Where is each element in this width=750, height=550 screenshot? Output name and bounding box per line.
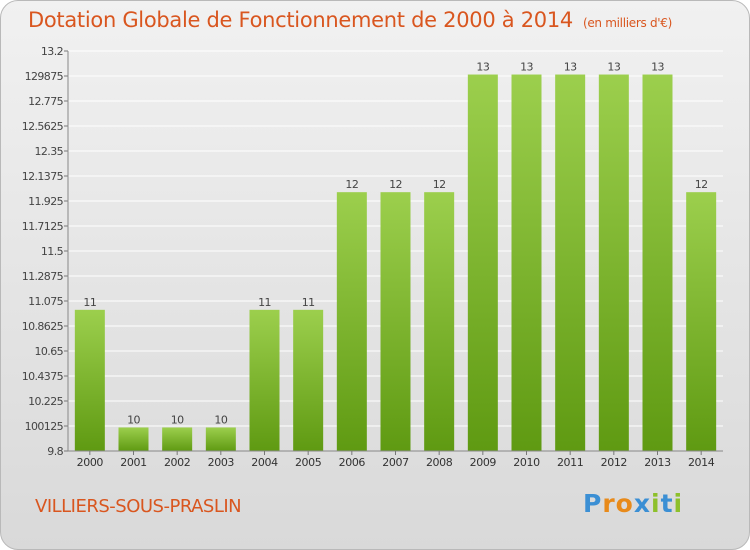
y-tick-label: 11.075 bbox=[28, 295, 63, 308]
y-tick-label: 9.8 bbox=[47, 445, 63, 458]
bar-2014 bbox=[686, 192, 717, 452]
data-label-2005: 11 bbox=[302, 296, 315, 309]
commune-name: VILLIERS-SOUS-PRASLIN bbox=[35, 496, 242, 517]
bar-2007 bbox=[380, 192, 411, 452]
data-label-2002: 10 bbox=[171, 413, 184, 426]
bar-2012 bbox=[598, 74, 629, 451]
chart-title: Dotation Globale de Fonctionnement de 20… bbox=[28, 8, 672, 32]
y-tick-label: 12.5625 bbox=[22, 120, 64, 133]
x-tick-label-2008: 2008 bbox=[426, 456, 453, 469]
x-tick-label-2005: 2005 bbox=[295, 456, 322, 469]
y-tick-label: 11.7125 bbox=[22, 220, 64, 233]
bar-2001 bbox=[118, 427, 149, 451]
bar-2000 bbox=[74, 309, 105, 451]
y-tick-label: 10.4375 bbox=[22, 370, 64, 383]
data-label-2014: 12 bbox=[695, 178, 708, 191]
x-tick-label-2010: 2010 bbox=[513, 456, 540, 469]
proxiti-logo: Proxiti bbox=[583, 489, 684, 518]
bar-2009 bbox=[467, 74, 498, 451]
x-tick-label-2004: 2004 bbox=[251, 456, 278, 469]
y-tick-label: 10.8625 bbox=[22, 320, 64, 333]
data-label-2000: 11 bbox=[83, 296, 96, 309]
x-tick-label-2012: 2012 bbox=[601, 456, 627, 469]
x-tick-label-2006: 2006 bbox=[339, 456, 366, 469]
bar-2002 bbox=[162, 427, 193, 451]
bar-2005 bbox=[293, 309, 324, 451]
y-tick-label: 13.2 bbox=[41, 45, 63, 58]
data-label-2011: 13 bbox=[564, 61, 577, 74]
bar-2013 bbox=[642, 74, 673, 451]
y-tick-label: 12.35 bbox=[35, 145, 64, 158]
data-label-2008: 12 bbox=[433, 178, 446, 191]
bar-2010 bbox=[511, 74, 542, 451]
data-label-2010: 13 bbox=[520, 61, 533, 74]
data-label-2012: 13 bbox=[607, 61, 620, 74]
y-tick-label: 11.5 bbox=[41, 245, 64, 258]
x-tick-label-2003: 2003 bbox=[208, 456, 235, 469]
bar-2003 bbox=[205, 427, 236, 451]
bar-2008 bbox=[424, 192, 455, 452]
x-tick-label-2002: 2002 bbox=[164, 456, 190, 469]
x-tick-label-2001: 2001 bbox=[120, 456, 146, 469]
y-tick-label: 10.65 bbox=[35, 345, 64, 358]
x-tick-label-2007: 2007 bbox=[382, 456, 409, 469]
y-tick-label: 10.225 bbox=[28, 395, 63, 408]
x-tick-label-2013: 2013 bbox=[644, 456, 671, 469]
bar-2006 bbox=[336, 192, 367, 452]
data-label-2009: 13 bbox=[476, 61, 489, 74]
chart-title-text: Dotation Globale de Fonctionnement de 20… bbox=[28, 8, 573, 32]
y-tick-label: 129875 bbox=[25, 70, 64, 83]
x-tick-label-2009: 2009 bbox=[470, 456, 497, 469]
y-tick-label: 100125 bbox=[25, 420, 64, 433]
x-tick-label-2000: 2000 bbox=[77, 456, 104, 469]
data-label-2006: 12 bbox=[345, 178, 358, 191]
data-label-2001: 10 bbox=[127, 413, 140, 426]
y-tick-label: 12.1375 bbox=[22, 170, 64, 183]
data-label-2004: 11 bbox=[258, 296, 271, 309]
data-label-2003: 10 bbox=[214, 413, 227, 426]
x-tick-label-2011: 2011 bbox=[557, 456, 583, 469]
bar-2011 bbox=[555, 74, 586, 451]
x-tick-label-2014: 2014 bbox=[688, 456, 715, 469]
y-tick-label: 11.925 bbox=[28, 195, 63, 208]
data-label-2013: 13 bbox=[651, 61, 664, 74]
bar-2004 bbox=[249, 309, 280, 451]
data-label-2007: 12 bbox=[389, 178, 402, 191]
chart-subtitle: (en milliers d'€) bbox=[582, 16, 672, 30]
y-tick-label: 12.775 bbox=[28, 95, 63, 108]
y-tick-label: 11.2875 bbox=[22, 270, 64, 283]
